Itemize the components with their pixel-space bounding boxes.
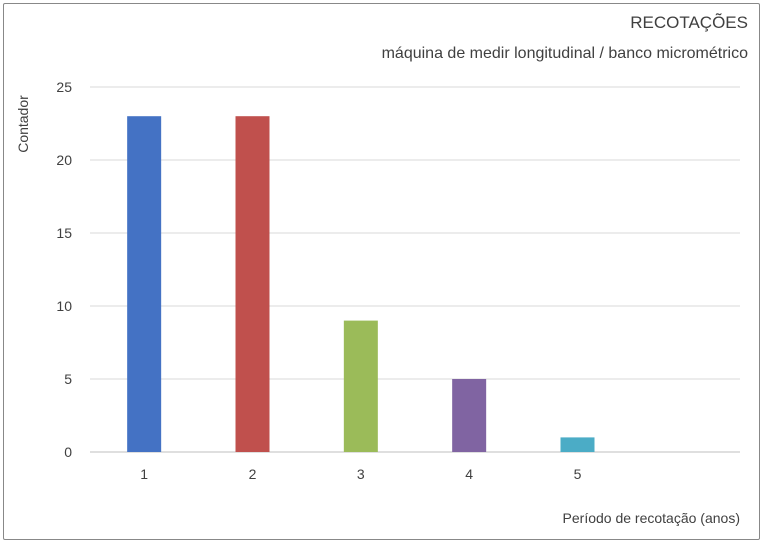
y-axis-label: Contador xyxy=(15,95,31,153)
gridlines xyxy=(90,86,740,453)
y-tick-label: 10 xyxy=(56,298,72,314)
bars xyxy=(127,116,595,452)
y-tick-label: 0 xyxy=(64,444,72,460)
y-tick-label: 15 xyxy=(56,225,72,241)
x-tick-label: 2 xyxy=(249,466,257,482)
bar-4 xyxy=(452,379,487,452)
y-tick-labels: 0 5 10 15 20 25 xyxy=(56,79,72,460)
y-tick-label: 20 xyxy=(56,152,72,168)
y-tick-label: 25 xyxy=(56,79,72,95)
bar-2 xyxy=(235,116,270,452)
x-tick-label: 1 xyxy=(140,466,148,482)
chart-title: RECOTAÇÕES xyxy=(630,13,748,32)
bar-5 xyxy=(560,437,595,452)
x-tick-label: 3 xyxy=(357,466,365,482)
bar-3 xyxy=(343,320,378,452)
bar-1 xyxy=(127,116,162,452)
chart-subtitle: máquina de medir longitudinal / banco mi… xyxy=(382,45,749,62)
y-tick-label: 5 xyxy=(64,371,72,387)
x-axis-label: Período de recotação (anos) xyxy=(563,510,740,526)
x-tick-label: 5 xyxy=(574,466,582,482)
x-tick-labels: 1 2 3 4 5 xyxy=(140,466,581,482)
x-tick-label: 4 xyxy=(465,466,473,482)
